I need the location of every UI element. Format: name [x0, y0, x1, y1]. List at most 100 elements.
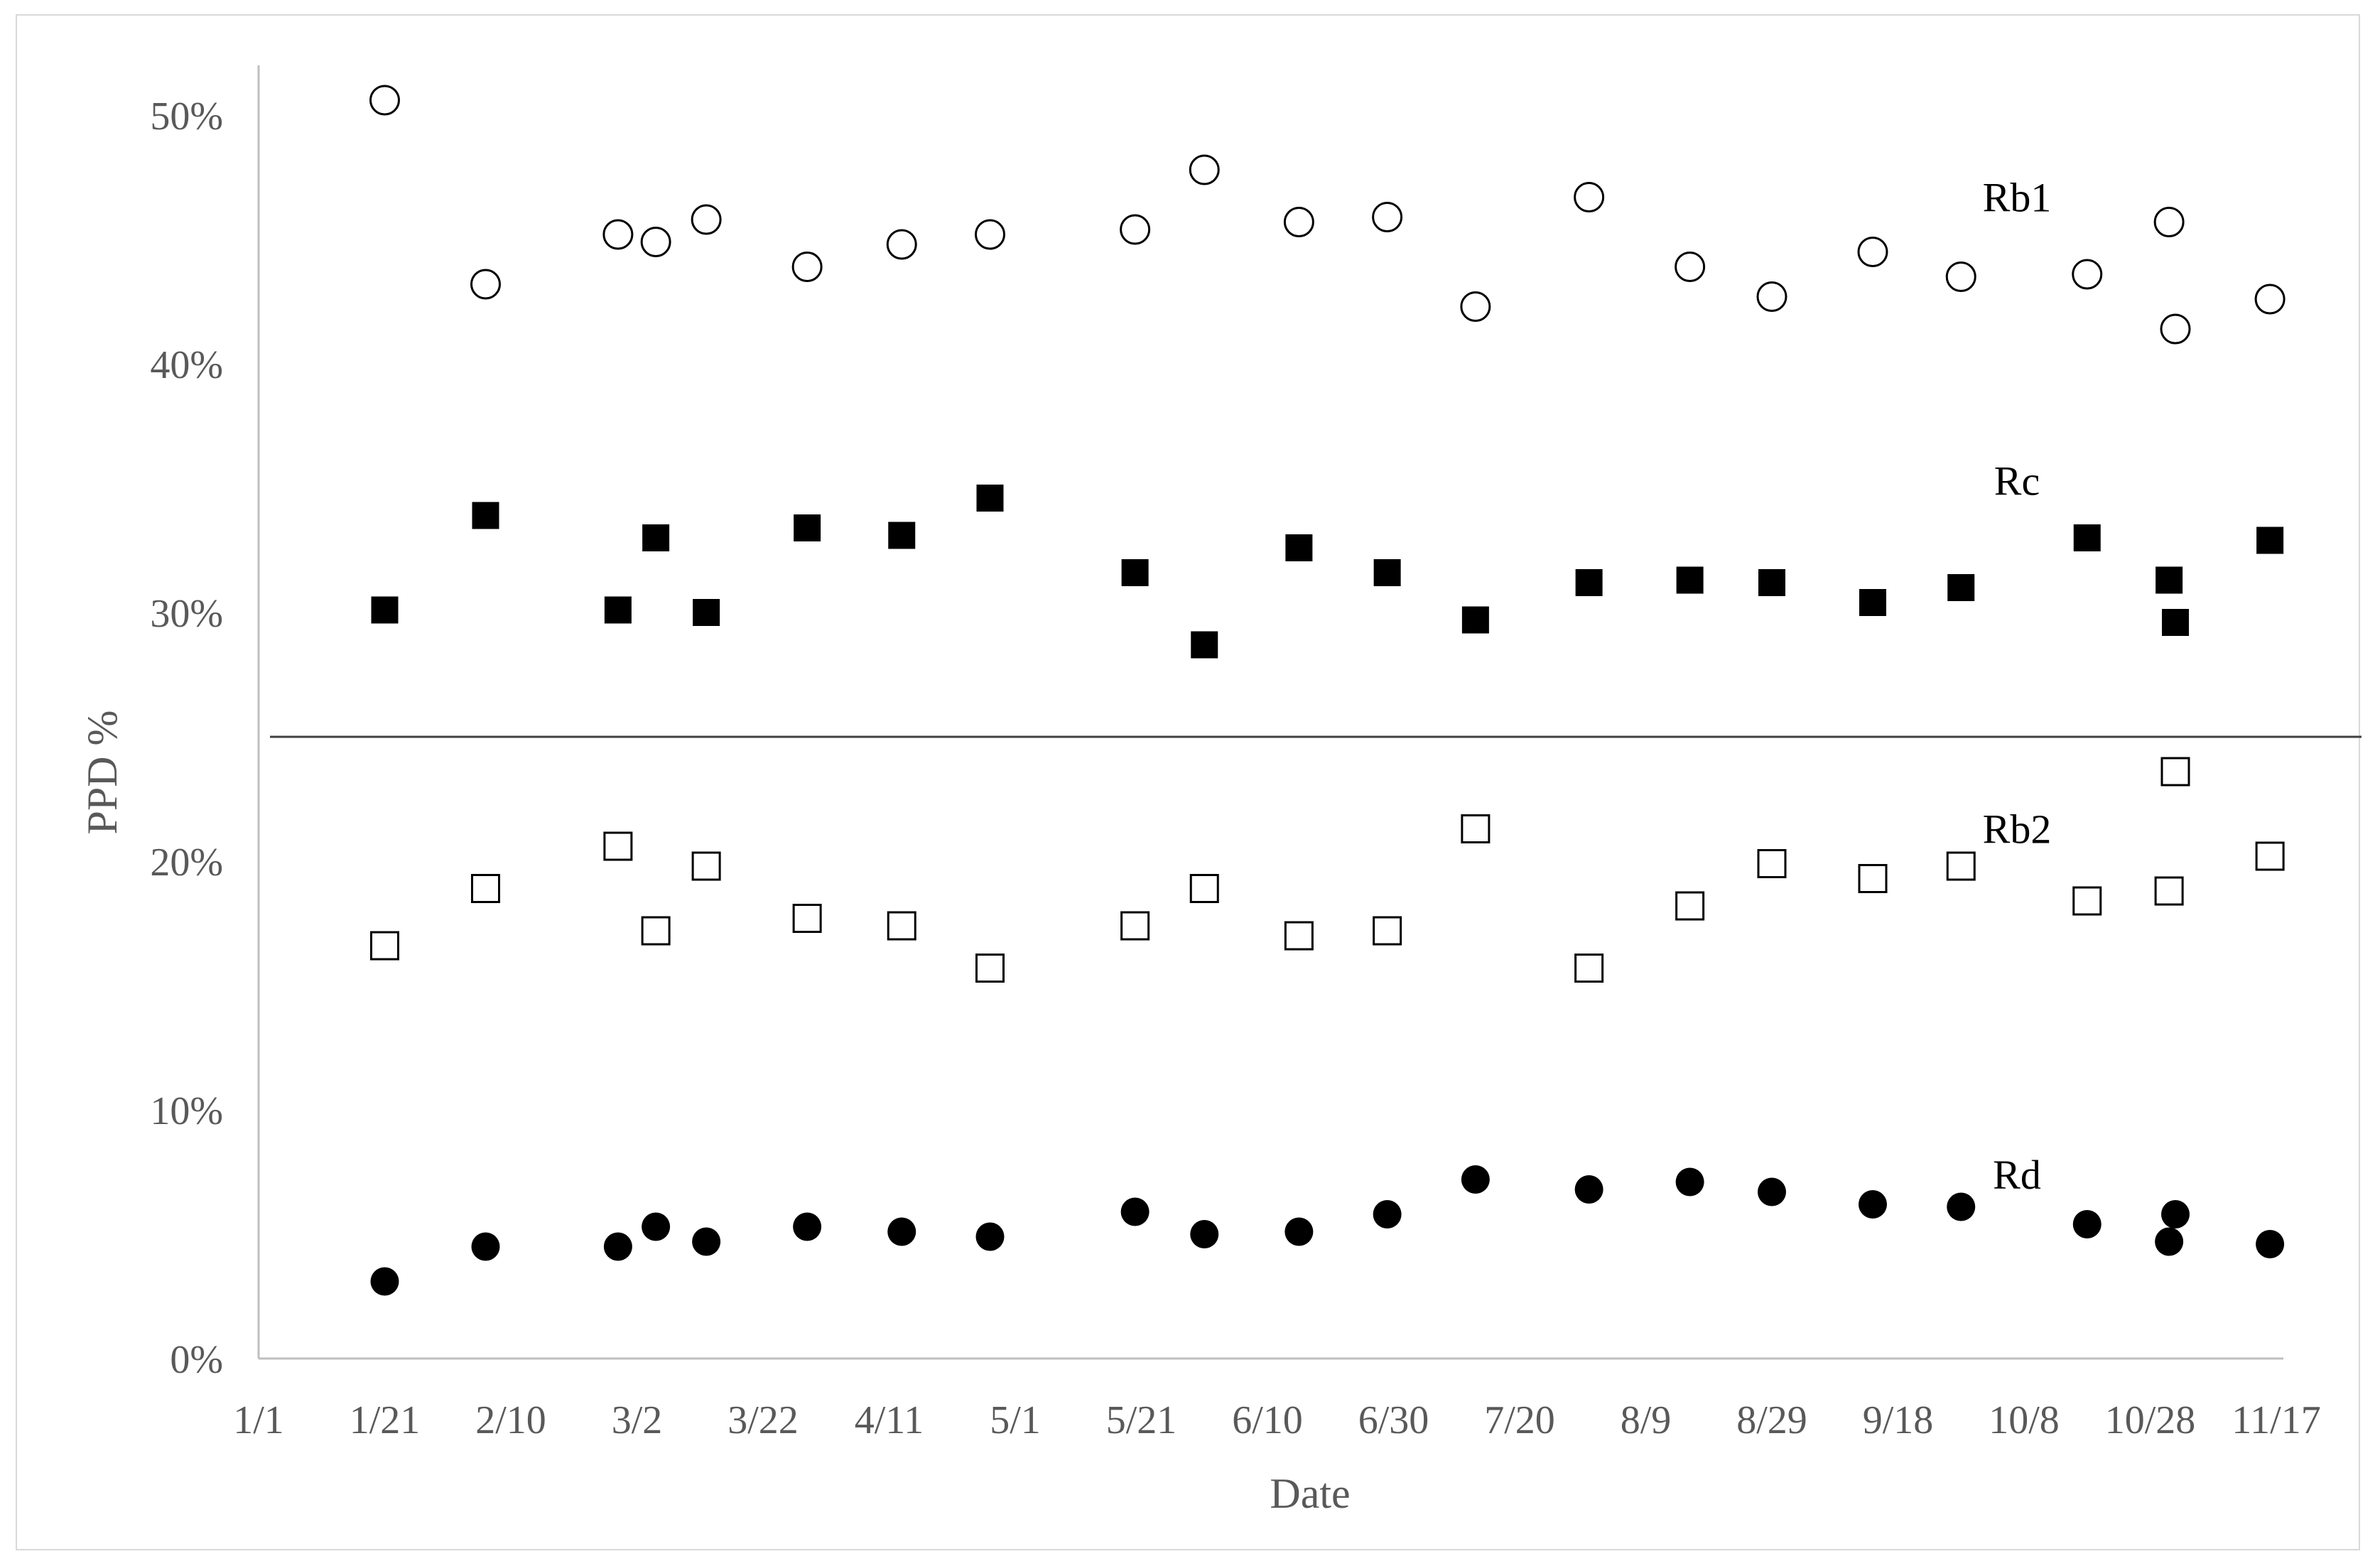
- point-rc: [2155, 566, 2183, 594]
- point-rd: [1284, 1217, 1314, 1246]
- x-tick-label: 10/28: [2105, 1398, 2196, 1442]
- point-rb1: [1189, 154, 1220, 185]
- point-rb1: [1574, 182, 1605, 212]
- point-rb2: [975, 954, 1005, 983]
- x-tick-label: 11/17: [2232, 1398, 2320, 1442]
- point-rc: [604, 596, 632, 624]
- point-rd: [1947, 1192, 1976, 1221]
- series-label-rb1: Rb1: [1983, 175, 2052, 221]
- point-rb2: [1757, 849, 1787, 878]
- point-rb1: [2153, 207, 2185, 237]
- point-rb2: [641, 916, 671, 946]
- point-rb1: [470, 269, 501, 300]
- point-rb1: [602, 219, 634, 250]
- point-rb2: [1120, 911, 1150, 941]
- point-rb2: [370, 931, 399, 961]
- point-rb1: [1675, 252, 1706, 282]
- y-tick-label: 0%: [170, 1338, 223, 1382]
- point-rd: [1859, 1190, 1887, 1219]
- point-rb1: [1857, 237, 1888, 267]
- point-rb1: [886, 229, 917, 260]
- x-tick-label: 3/2: [612, 1398, 663, 1442]
- axes: [257, 65, 2283, 1360]
- point-rd: [1373, 1200, 1402, 1228]
- point-rc: [1575, 569, 1603, 596]
- point-rb2: [691, 851, 721, 881]
- point-rb2: [1574, 954, 1604, 983]
- x-tick-label: 4/11: [855, 1398, 924, 1442]
- x-tick-labels: 1/1 1/21 2/10 3/2 3/22 4/11 5/1 5/21 6/10 6/30 7/2…: [233, 1398, 2321, 1442]
- point-rc: [1947, 574, 1975, 601]
- y-axis-title: PPD %: [79, 710, 126, 834]
- point-rb1: [2254, 284, 2286, 315]
- point-rb2: [887, 911, 916, 941]
- point-rd: [1675, 1167, 1704, 1197]
- point-rc: [2073, 524, 2101, 551]
- point-rb2: [1858, 864, 1888, 893]
- y-tick-label: 10%: [150, 1089, 223, 1133]
- point-rd: [1461, 1165, 1490, 1194]
- point-rd: [975, 1222, 1005, 1251]
- point-rb2: [792, 904, 822, 933]
- point-rb1: [2072, 259, 2103, 290]
- point-rb2: [1461, 814, 1491, 843]
- series-label-rb2: Rb2: [1983, 806, 2052, 853]
- y-tick-label: 40%: [150, 343, 223, 387]
- point-rb2: [2154, 876, 2184, 906]
- point-rc: [2162, 609, 2189, 636]
- point-rc: [1676, 566, 1704, 594]
- x-tick-label: 3/22: [727, 1398, 799, 1442]
- point-rd: [471, 1232, 500, 1261]
- point-rd: [2155, 1227, 2184, 1256]
- point-rb2: [2255, 841, 2285, 871]
- x-tick-label: 5/1: [990, 1398, 1041, 1442]
- x-tick-label: 6/30: [1358, 1398, 1429, 1442]
- point-rc: [1758, 569, 1785, 596]
- x-tick-label: 7/20: [1484, 1398, 1555, 1442]
- point-rb2: [1373, 916, 1402, 946]
- x-tick-label: 10/8: [1989, 1398, 2060, 1442]
- point-rb1: [791, 252, 823, 282]
- point-rb1: [1120, 214, 1151, 245]
- point-rd: [370, 1267, 399, 1296]
- y-tick-labels: 0% 10% 20% 30% 40% 50%: [150, 94, 223, 1382]
- point-rc: [693, 599, 720, 626]
- point-rd: [2256, 1230, 2285, 1258]
- x-tick-label: 2/10: [475, 1398, 546, 1442]
- x-tick-label: 8/9: [1621, 1398, 1672, 1442]
- series-label-rc: Rc: [1994, 458, 2040, 504]
- point-rd: [2161, 1200, 2190, 1228]
- point-rb2: [1284, 921, 1314, 951]
- point-rc: [371, 596, 399, 624]
- point-rd: [1190, 1220, 1219, 1248]
- point-rb2: [1675, 891, 1705, 921]
- point-rc: [1191, 631, 1218, 659]
- point-rb2: [2072, 886, 2102, 916]
- point-rb1: [691, 204, 722, 235]
- point-rb1: [975, 219, 1005, 250]
- chart-frame: 1/1 1/21 2/10 3/2 3/22 4/11 5/1 5/21 6/10 6/30 7/2…: [16, 14, 2362, 1550]
- point-rc: [1121, 559, 1149, 586]
- x-tick-label: 1/1: [233, 1398, 284, 1442]
- point-rd: [1574, 1175, 1603, 1204]
- point-rb2: [1946, 851, 1976, 881]
- x-tick-label: 1/21: [350, 1398, 421, 1442]
- scatter-plot: 1/1 1/21 2/10 3/2 3/22 4/11 5/1 5/21 6/10 6/30 7/2…: [79, 65, 2362, 1517]
- point-rb1: [1372, 202, 1403, 232]
- x-tick-label: 8/29: [1736, 1398, 1807, 1442]
- y-tick-label: 20%: [150, 841, 223, 885]
- point-rd: [603, 1232, 632, 1261]
- point-rb1: [1283, 207, 1314, 237]
- point-rc: [642, 524, 670, 551]
- point-rc: [1859, 589, 1886, 616]
- x-tick-label: 6/10: [1232, 1398, 1303, 1442]
- point-rb2: [2160, 757, 2190, 787]
- point-rb1: [1756, 281, 1787, 312]
- point-rc: [976, 485, 1004, 512]
- point-rb1: [1945, 261, 1976, 292]
- point-rc: [794, 514, 821, 541]
- point-rd: [1120, 1197, 1150, 1226]
- point-rb1: [2160, 313, 2191, 345]
- x-tick-label: 5/21: [1106, 1398, 1177, 1442]
- point-rd: [887, 1217, 916, 1246]
